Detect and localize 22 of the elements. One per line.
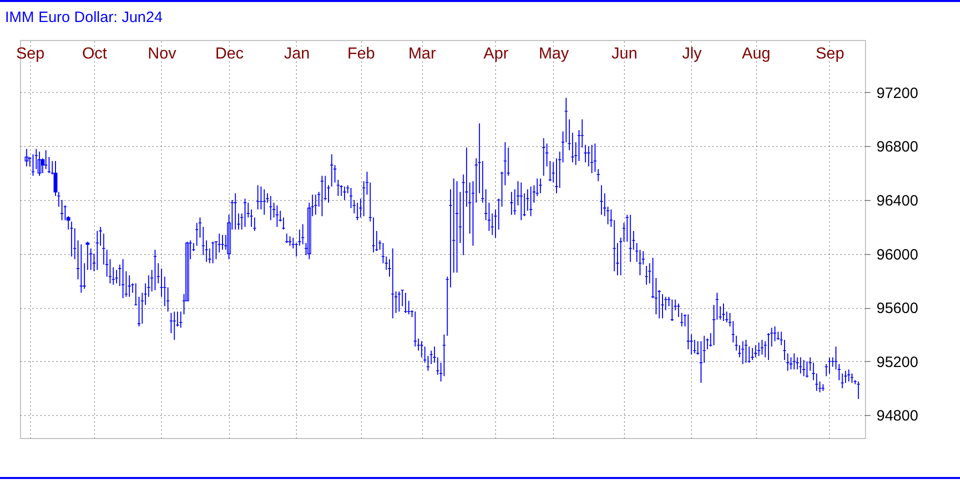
- x-tick-label: Dec: [215, 46, 244, 62]
- x-tick-label: Apr: [484, 46, 510, 62]
- chart-title: IMM Euro Dollar: Jun24: [5, 9, 163, 26]
- y-tick-label: 97200: [876, 84, 918, 102]
- y-tick-label: 95200: [876, 354, 918, 371]
- x-tick-label: Jan: [284, 46, 310, 62]
- x-tick-label: Aug: [742, 46, 770, 62]
- x-tick-label: Nov: [148, 46, 176, 62]
- x-tick-label: Sep: [16, 46, 45, 62]
- x-tick-label: Oct: [82, 46, 108, 62]
- x-tick-label: Feb: [347, 46, 375, 62]
- y-tick-label: 96000: [876, 246, 918, 264]
- x-tick-label: Jun: [612, 46, 638, 62]
- y-tick-label: 95600: [876, 300, 918, 318]
- y-tick-label: 96400: [876, 192, 918, 210]
- y-tick-label: 96800: [876, 138, 918, 156]
- x-tick-label: Sep: [816, 46, 844, 62]
- candlestick: [86, 241, 90, 270]
- x-tick-label: May: [538, 46, 569, 62]
- x-tick-label: Mar: [408, 46, 437, 62]
- x-tick-label: Jly: [682, 46, 702, 62]
- y-tick-label: 94800: [876, 408, 918, 425]
